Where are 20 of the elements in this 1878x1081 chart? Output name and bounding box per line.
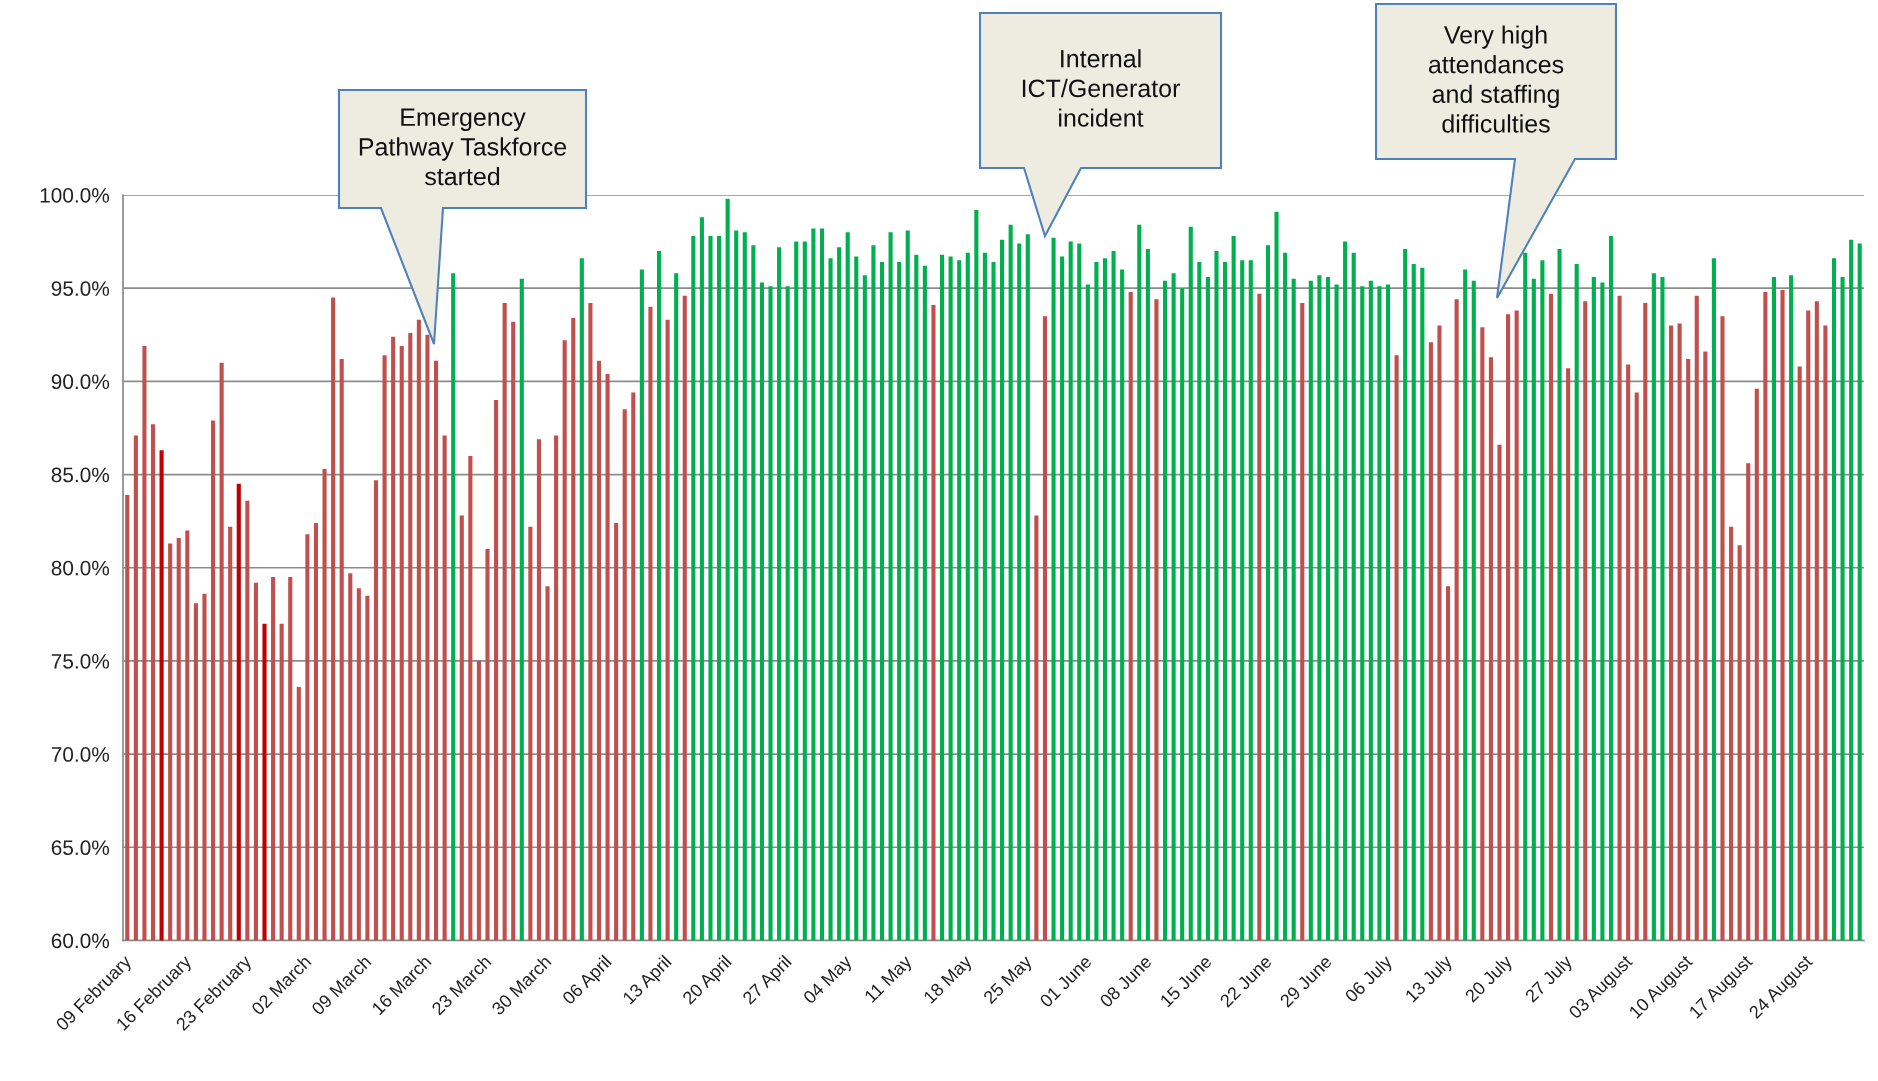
y-tick-label: 60.0% xyxy=(51,933,110,949)
x-tick-label: 27 July xyxy=(1524,953,1576,1006)
y-tick-label: 80.0% xyxy=(51,560,110,576)
text: Very high attendances and staffing difficulties xyxy=(1428,25,1564,133)
x-tick-label: 25 May xyxy=(982,954,1036,1007)
x-tick-label: 13 July xyxy=(1404,953,1456,1006)
y-tick-label: 100.0% xyxy=(40,188,110,203)
y-tick-label: 70.0% xyxy=(51,747,110,762)
x-tick-label: 11 May xyxy=(863,954,916,1006)
y-tick-label: 75.0% xyxy=(51,653,110,669)
text: Emergency Pathway Taskforce started xyxy=(359,108,567,186)
y-tick-label: 65.0% xyxy=(51,840,110,856)
x-tick-label: 04 May xyxy=(802,954,856,1007)
y-tick-label: 85.0% xyxy=(51,467,110,483)
y-tick-label: 90.0% xyxy=(51,374,110,390)
y-tick-label: 95.0% xyxy=(51,281,110,296)
text: Internal ICT/Generator incident xyxy=(1022,49,1180,127)
x-tick-label: 06 July xyxy=(1343,953,1396,1006)
x-tick-label: 20 July xyxy=(1463,953,1516,1006)
x-tick-label: 18 May xyxy=(922,954,976,1007)
